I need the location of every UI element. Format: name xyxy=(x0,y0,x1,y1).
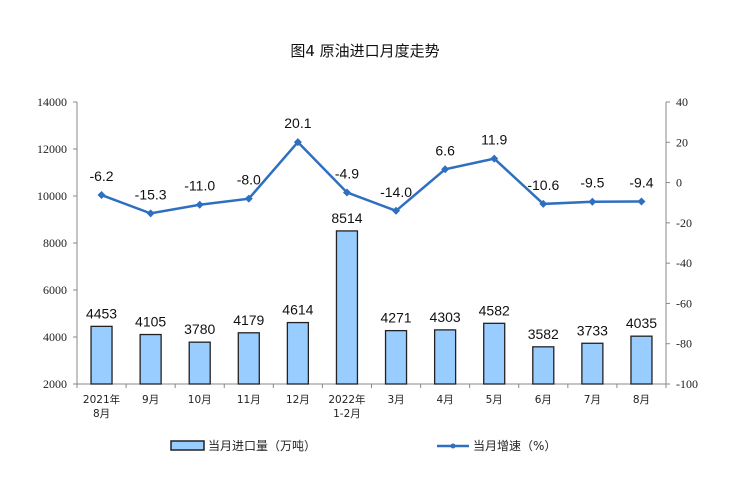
bar xyxy=(630,335,653,385)
line-value-label: 20.1 xyxy=(284,115,311,131)
bar xyxy=(139,333,162,385)
legend-bar-label: 当月进口量（万吨） xyxy=(208,439,316,453)
x-tick-label: 3月 xyxy=(387,394,404,406)
bar-value-label: 4035 xyxy=(626,315,657,331)
line-point xyxy=(146,209,155,218)
left-tick-label: 14000 xyxy=(37,95,67,109)
bar xyxy=(335,230,359,385)
x-tick-label: 12月 xyxy=(286,394,310,406)
legend-bar-swatch xyxy=(170,440,205,451)
left-tick-label: 8000 xyxy=(43,236,67,250)
x-tick-label: 11月 xyxy=(237,394,261,406)
left-tick-label: 4000 xyxy=(43,330,67,344)
bar-value-label: 4453 xyxy=(86,305,117,321)
right-tick-label: 0 xyxy=(676,176,682,190)
bar-value-label: 4271 xyxy=(380,310,411,326)
line-point xyxy=(392,206,401,215)
bar xyxy=(532,346,555,385)
line-point xyxy=(441,165,450,174)
x-tick-label: 7月 xyxy=(584,394,601,406)
left-tick-label: 2000 xyxy=(43,377,67,391)
line-point xyxy=(342,188,351,197)
x-tick-label: 5月 xyxy=(486,394,503,406)
left-tick-label: 6000 xyxy=(43,283,67,297)
bar-value-label: 4303 xyxy=(430,309,461,325)
legend-line-label: 当月增速（%） xyxy=(473,439,556,453)
bar-value-label: 3780 xyxy=(184,321,215,337)
bar xyxy=(433,329,457,385)
bar-value-label: 4105 xyxy=(135,314,166,330)
x-tick-label: 10月 xyxy=(188,394,212,406)
bar xyxy=(188,341,211,385)
right-tick-label: 40 xyxy=(676,95,688,109)
bar xyxy=(483,322,506,385)
bar-value-label: 8514 xyxy=(331,210,362,226)
bar-value-label: 3733 xyxy=(577,322,608,338)
x-tick-label: 8月 xyxy=(93,408,110,420)
x-tick-label: 6月 xyxy=(535,394,552,406)
line-value-label: 6.6 xyxy=(435,142,455,158)
line-point xyxy=(539,199,548,208)
line-value-label: -15.3 xyxy=(135,186,167,202)
right-tick-label: -80 xyxy=(676,337,692,351)
line-value-label: -9.5 xyxy=(580,175,604,191)
legend: 当月进口量（万吨） 当月增速（%） xyxy=(170,439,556,453)
chart-title: 图4 原油进口月度走势 xyxy=(290,42,439,60)
line-point xyxy=(490,154,499,163)
growth-line xyxy=(101,140,642,215)
x-tick-label: 1-2月 xyxy=(333,408,361,420)
bar xyxy=(384,329,408,385)
line-value-label: -6.2 xyxy=(89,168,113,184)
left-tick-label: 10000 xyxy=(37,189,67,203)
x-tick-label: 8月 xyxy=(633,394,650,406)
line-point xyxy=(293,138,302,147)
bar xyxy=(237,332,260,385)
right-tick-label: 20 xyxy=(676,135,688,149)
line-value-label: -9.4 xyxy=(629,175,653,191)
legend-line-marker xyxy=(450,443,456,449)
bar-value-label: 4179 xyxy=(233,312,264,328)
line-point xyxy=(244,194,253,203)
right-tick-label: -100 xyxy=(676,377,698,391)
bar-value-label: 4582 xyxy=(479,302,510,318)
right-tick-label: -40 xyxy=(676,256,692,270)
x-tick-label: 2022年 xyxy=(328,393,365,406)
line-point xyxy=(588,197,597,206)
right-tick-label: -20 xyxy=(676,216,692,230)
line-point xyxy=(195,200,204,209)
left-tick-label: 12000 xyxy=(37,142,67,156)
line-point xyxy=(97,191,106,200)
line-point xyxy=(637,197,646,206)
bar xyxy=(90,325,113,385)
line-value-label: -14.0 xyxy=(380,184,412,200)
line-value-label: -8.0 xyxy=(237,172,261,188)
x-tick-label: 9月 xyxy=(142,394,159,406)
bar xyxy=(286,321,310,385)
x-tick-label: 2021年 xyxy=(83,393,120,406)
line-value-label: -11.0 xyxy=(184,178,215,194)
bar-value-label: 3582 xyxy=(528,326,559,342)
line-value-label: -10.6 xyxy=(527,177,559,193)
right-tick-label: -60 xyxy=(676,296,692,310)
bar-value-label: 4614 xyxy=(282,302,313,318)
line-value-label: 11.9 xyxy=(481,132,507,148)
x-tick-label: 4月 xyxy=(437,394,454,406)
line-value-label: -4.9 xyxy=(335,165,359,181)
bar xyxy=(581,342,604,385)
